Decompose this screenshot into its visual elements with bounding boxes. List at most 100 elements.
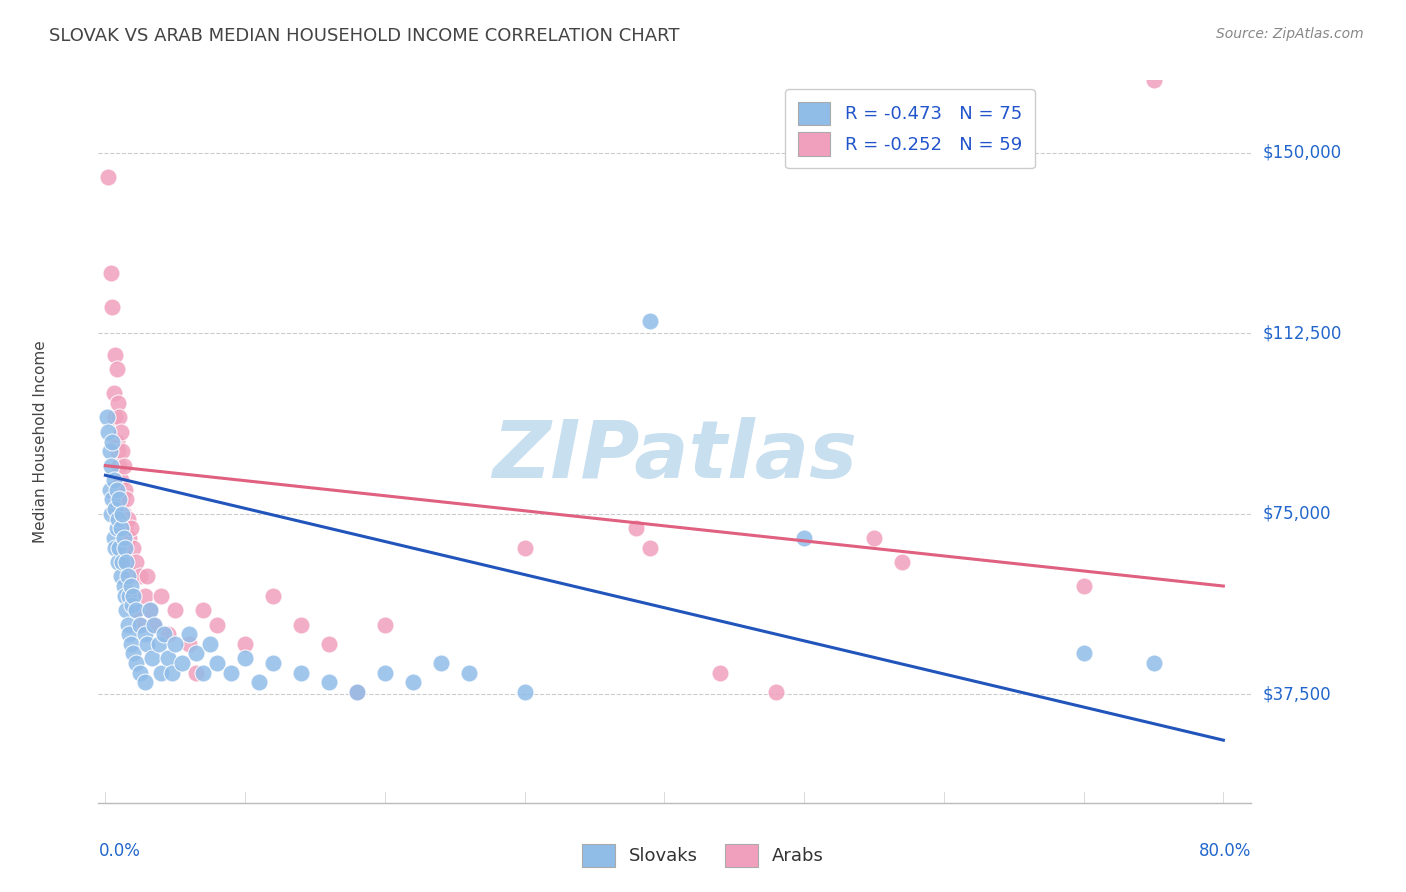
Point: [117, 617, 139, 632]
Point: [125, 656, 148, 670]
Point: [118, 531, 141, 545]
Point: [626, 521, 648, 535]
Point: [139, 603, 162, 617]
Point: [98, 444, 121, 458]
Point: [129, 617, 152, 632]
Point: [100, 458, 122, 473]
Point: [107, 396, 129, 410]
Point: [793, 531, 815, 545]
Point: [1073, 647, 1095, 661]
Point: [122, 647, 145, 661]
Point: [105, 521, 128, 535]
Point: [193, 603, 215, 617]
Point: [1142, 73, 1164, 87]
Point: [891, 555, 914, 569]
Legend: Slovaks, Arabs: Slovaks, Arabs: [575, 837, 831, 874]
Point: [125, 603, 148, 617]
Point: [120, 637, 142, 651]
Point: [374, 665, 396, 680]
Point: [143, 617, 166, 632]
Text: Median Household Income: Median Household Income: [34, 340, 48, 543]
Point: [115, 541, 138, 555]
Point: [765, 685, 787, 699]
Point: [139, 603, 162, 617]
Point: [134, 589, 156, 603]
Point: [193, 665, 215, 680]
Point: [117, 569, 139, 583]
Point: [129, 569, 152, 583]
Point: [118, 627, 141, 641]
Point: [709, 665, 731, 680]
Text: 0.0%: 0.0%: [98, 842, 141, 860]
Point: [233, 637, 256, 651]
Point: [1142, 656, 1164, 670]
Point: [186, 647, 208, 661]
Point: [110, 569, 132, 583]
Point: [118, 589, 141, 603]
Point: [108, 458, 131, 473]
Point: [153, 627, 176, 641]
Point: [318, 637, 340, 651]
Point: [640, 541, 662, 555]
Point: [121, 599, 143, 613]
Point: [112, 531, 135, 545]
Point: [114, 521, 136, 535]
Point: [172, 656, 194, 670]
Text: SLOVAK VS ARAB MEDIAN HOUSEHOLD INCOME CORRELATION CHART: SLOVAK VS ARAB MEDIAN HOUSEHOLD INCOME C…: [49, 27, 679, 45]
Text: Source: ZipAtlas.com: Source: ZipAtlas.com: [1216, 27, 1364, 41]
Point: [129, 617, 152, 632]
Point: [117, 511, 139, 525]
Point: [219, 665, 242, 680]
Point: [141, 651, 163, 665]
Point: [110, 521, 132, 535]
Point: [111, 555, 134, 569]
Point: [247, 675, 270, 690]
Point: [640, 314, 662, 328]
Point: [863, 531, 886, 545]
Point: [134, 627, 156, 641]
Point: [96, 410, 118, 425]
Point: [108, 492, 131, 507]
Point: [205, 656, 228, 670]
Point: [122, 541, 145, 555]
Point: [120, 569, 142, 583]
Point: [115, 492, 138, 507]
Point: [98, 483, 121, 497]
Text: $37,500: $37,500: [1263, 685, 1331, 704]
Point: [100, 266, 122, 280]
Point: [186, 665, 208, 680]
Point: [374, 617, 396, 632]
Point: [101, 434, 124, 449]
Point: [115, 603, 138, 617]
Point: [290, 617, 312, 632]
Point: [101, 492, 124, 507]
Point: [112, 579, 135, 593]
Point: [117, 555, 139, 569]
Point: [150, 589, 173, 603]
Point: [108, 541, 131, 555]
Point: [104, 410, 127, 425]
Point: [111, 492, 134, 507]
Point: [100, 507, 122, 521]
Point: [150, 665, 173, 680]
Point: [120, 521, 142, 535]
Text: ZIPatlas: ZIPatlas: [492, 417, 858, 495]
Point: [105, 434, 128, 449]
Point: [162, 665, 184, 680]
Point: [457, 665, 479, 680]
Point: [134, 675, 156, 690]
Point: [122, 589, 145, 603]
Point: [513, 541, 536, 555]
Point: [112, 507, 135, 521]
Point: [165, 603, 187, 617]
Text: $112,500: $112,500: [1263, 324, 1341, 343]
Point: [148, 637, 170, 651]
Point: [157, 627, 180, 641]
Point: [114, 589, 136, 603]
Point: [105, 483, 128, 497]
Point: [111, 444, 134, 458]
Point: [143, 617, 166, 632]
Point: [262, 656, 284, 670]
Point: [233, 651, 256, 665]
Point: [115, 555, 138, 569]
